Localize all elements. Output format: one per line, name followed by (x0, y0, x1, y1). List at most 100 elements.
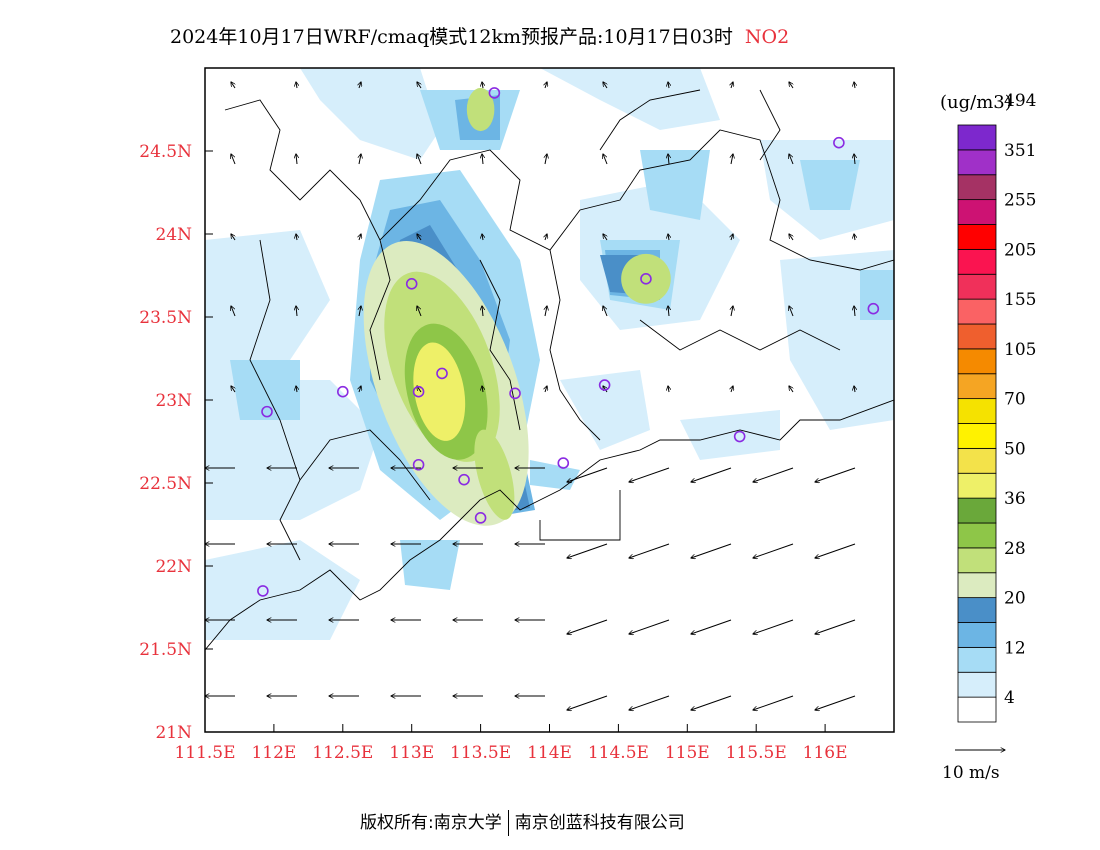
colorbar-label: 70 (1004, 390, 1026, 410)
station-marker (412, 458, 425, 471)
colorbar-box (957, 398, 997, 424)
wind-arrow (359, 234, 361, 241)
station-marker (412, 385, 425, 398)
wind-arrow (691, 543, 732, 558)
colorbar-box (957, 298, 997, 325)
wind-arrow (789, 154, 794, 165)
station-marker (598, 379, 611, 391)
lon-tick-label: 112E (251, 743, 296, 763)
station-marker (488, 87, 501, 99)
wind-arrow (854, 154, 855, 165)
low-concentration-areas (205, 68, 894, 640)
colorbar-box (957, 273, 997, 300)
wind-arrow (417, 306, 422, 317)
wind-arrow (753, 695, 794, 710)
wind-arrow (545, 306, 547, 317)
wind-arrow (417, 234, 421, 241)
pollutant-label: NO2 (744, 26, 790, 48)
wind-arrow (231, 154, 236, 165)
title-text: 2024年10月17日WRF/cmaq模式12km预报产品:10月17日03时 (170, 26, 733, 48)
wind-arrow (753, 543, 794, 558)
wind-arrow (231, 386, 235, 393)
colorbar-label: 494 (1004, 91, 1036, 111)
lat-tick-label: 22N (155, 557, 192, 577)
monitoring-stations (257, 87, 880, 597)
lon-tick-label: 115.5E (726, 743, 787, 763)
wind-arrow (629, 467, 670, 482)
wind-arrow (731, 306, 733, 317)
wind-arrow (691, 695, 732, 710)
wind-arrow (668, 234, 669, 241)
concentration-field (205, 68, 894, 640)
lat-tick-label: 21N (155, 723, 192, 743)
units-label: (ug/m3) (940, 92, 1012, 113)
colorbar-box (957, 224, 997, 250)
wind-arrow (815, 695, 856, 710)
wind-arrow (854, 234, 855, 241)
lat-tick-label: 24N (155, 225, 192, 245)
wind-arrow (789, 234, 793, 241)
wind-arrow (359, 154, 361, 165)
concentration-contour (474, 429, 515, 520)
colorbar-label: 50 (1004, 439, 1026, 459)
wind-arrow (482, 306, 483, 317)
colorbar-box (957, 622, 997, 648)
wind-arrow (359, 386, 361, 393)
station-marker (557, 457, 570, 469)
colorbar-box (957, 646, 997, 673)
colorbar-box (957, 423, 997, 449)
wind-arrow (629, 543, 670, 558)
wind-arrow (545, 234, 547, 241)
wind-arrow (567, 619, 608, 634)
wind-arrow (603, 234, 607, 241)
wind-arrow (417, 154, 422, 165)
wind-arrow (854, 386, 855, 393)
colorbar-box (957, 696, 997, 723)
high-concentration-hotspots (363, 87, 671, 526)
wind-arrow (231, 82, 235, 89)
lon-tick-label: 114E (527, 743, 572, 763)
concentration-contour (466, 87, 495, 132)
wind-arrow (668, 154, 669, 165)
lat-tick-label: 24.5N (139, 142, 192, 162)
wind-arrow (753, 467, 794, 482)
wind-reference-label: 10 m/s (942, 763, 1000, 783)
wind-arrow (482, 154, 483, 165)
wind-arrow (753, 619, 794, 634)
wind-arrow (603, 154, 608, 165)
longitude-axis: 111.5E 112E 112.5E 113E 113.5E 114E 114.5E 115E… (174, 724, 848, 763)
wind-arrow (545, 154, 547, 165)
lon-tick-label: 114.5E (588, 743, 649, 763)
wind-arrow (296, 386, 297, 393)
station-marker (336, 385, 349, 398)
lon-tick-label: 112.5E (312, 743, 373, 763)
wind-arrow (629, 695, 670, 710)
lon-tick-label: 111.5E (174, 743, 235, 763)
wind-arrow (668, 306, 669, 317)
colorbar-label: 105 (1004, 340, 1036, 360)
colorbar-box (957, 323, 997, 350)
wind-arrow (567, 543, 608, 558)
lon-tick-label: 113E (389, 743, 434, 763)
colorbar-box (957, 149, 997, 176)
wind-arrow (482, 386, 483, 393)
wind-arrow (691, 467, 732, 482)
colorbar-label: 351 (1004, 141, 1036, 161)
wind-reference: 10 m/s (942, 750, 1005, 783)
station-marker (436, 367, 448, 380)
colorbar-box (957, 522, 997, 549)
wind-arrow (417, 82, 421, 89)
copyright-footer: 版权所有:南京大学 南京创蓝科技有限公司 (360, 808, 685, 836)
wind-arrow (789, 306, 794, 317)
copyright-right: 南京创蓝科技有限公司 (514, 813, 685, 833)
station-marker (833, 136, 845, 149)
wind-arrow (603, 82, 607, 89)
colorbar-box (957, 547, 997, 574)
colorbar-label: 36 (1004, 489, 1026, 509)
wind-arrow (731, 82, 733, 89)
wind-arrow (815, 467, 856, 482)
wind-arrow (296, 234, 297, 241)
wind-arrow (296, 306, 297, 317)
colorbar-label: 20 (1004, 589, 1026, 609)
